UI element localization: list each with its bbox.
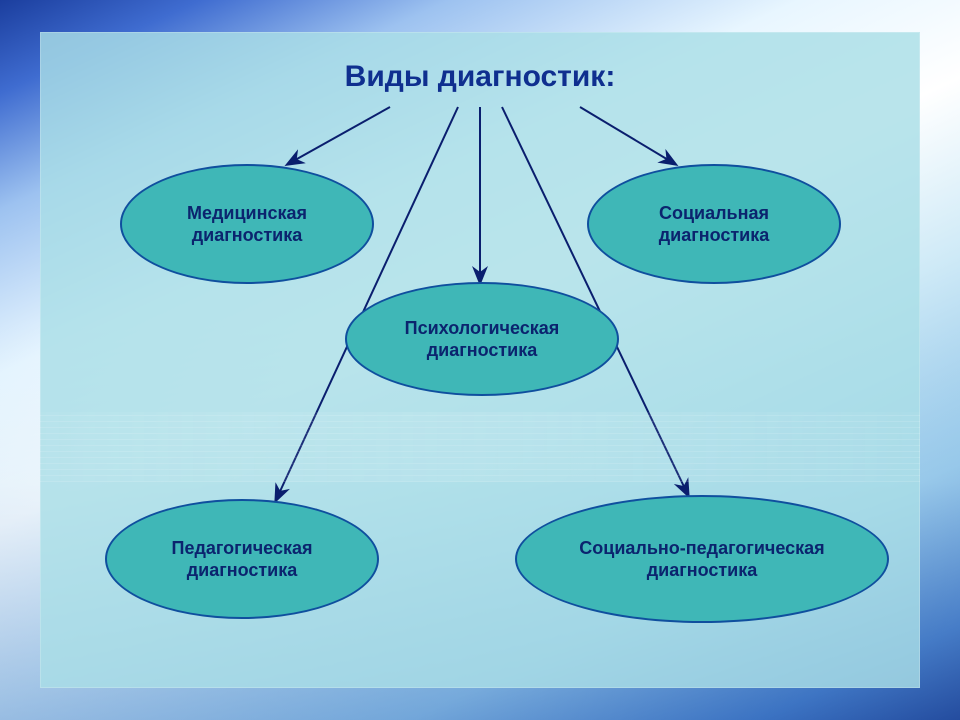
node-medical: Медицинская диагностика — [120, 164, 374, 284]
content-panel: Виды диагностик: Медицинская диагностика… — [40, 32, 920, 688]
node-label: Социально-педагогическая диагностика — [579, 537, 824, 582]
node-socioped: Социально-педагогическая диагностика — [515, 495, 889, 623]
node-pedagogical: Педагогическая диагностика — [105, 499, 379, 619]
node-label: Психологическая диагностика — [405, 317, 560, 362]
node-label: Педагогическая диагностика — [172, 537, 313, 582]
node-psychological: Психологическая диагностика — [345, 282, 619, 396]
node-label: Социальная диагностика — [659, 202, 770, 247]
node-social: Социальная диагностика — [587, 164, 841, 284]
diagram-title: Виды диагностик: — [40, 60, 920, 94]
node-label: Медицинская диагностика — [187, 202, 307, 247]
